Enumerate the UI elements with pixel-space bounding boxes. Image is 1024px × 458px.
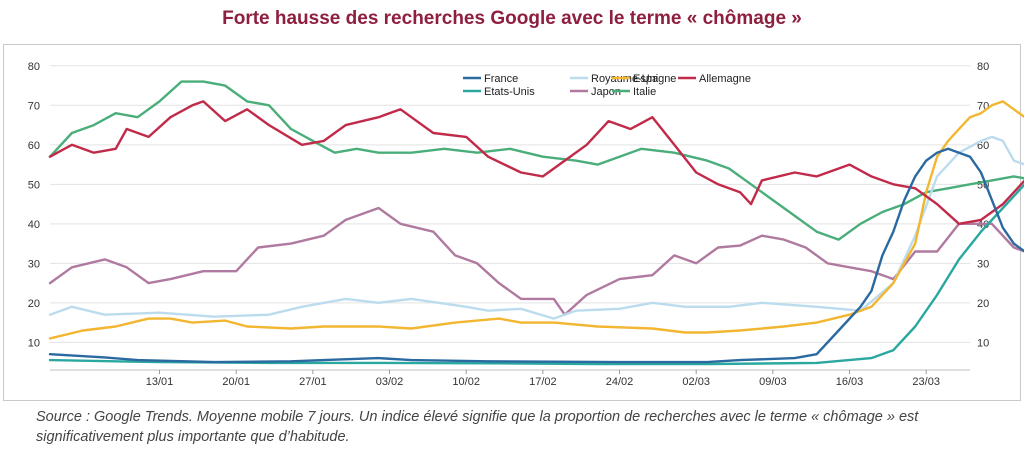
series-line-espagne bbox=[48, 100, 1024, 340]
x-tick-label: 10/02 bbox=[452, 376, 480, 388]
series-line-japon bbox=[48, 206, 1024, 316]
x-tick-label: 13/01 bbox=[146, 376, 174, 388]
y-axis-left: 10 20 30 40 50 60 70 80 bbox=[28, 61, 40, 350]
series-line-etats-unis bbox=[48, 183, 1024, 366]
legend-label: Japon bbox=[591, 86, 621, 98]
x-tick-label: 20/01 bbox=[222, 376, 250, 388]
x-axis: 13/01 20/01 27/01 03/02 10/02 17/02 24/02 02/03… bbox=[50, 369, 970, 388]
y-tick-label-right: 80 bbox=[977, 61, 989, 73]
y-tick-label-right: 30 bbox=[977, 258, 989, 270]
legend-label: Etats-Unis bbox=[484, 86, 535, 98]
legend: FranceRoyaume-UniEspagneAllemagneEtats-U… bbox=[463, 73, 751, 98]
series-line-royaume-uni bbox=[48, 135, 1024, 320]
y-tick-label-left: 50 bbox=[28, 179, 40, 191]
x-tick-label: 09/03 bbox=[759, 376, 787, 388]
chart-title: Forte hausse des recherches Google avec … bbox=[222, 8, 802, 29]
x-tick-label: 16/03 bbox=[836, 376, 864, 388]
x-tick-label: 24/02 bbox=[606, 376, 634, 388]
y-tick-label-left: 20 bbox=[28, 298, 40, 310]
y-tick-label-left: 40 bbox=[28, 219, 40, 231]
y-tick-label-left: 80 bbox=[28, 61, 40, 73]
y-tick-label-left: 10 bbox=[28, 337, 40, 349]
series-line-france bbox=[48, 147, 1024, 364]
x-tick-label: 23/03 bbox=[912, 376, 940, 388]
y-tick-label-left: 30 bbox=[28, 258, 40, 270]
x-tick-label: 27/01 bbox=[299, 376, 327, 388]
y-tick-label-left: 60 bbox=[28, 140, 40, 152]
legend-label: Espagne bbox=[633, 73, 676, 85]
legend-label: Italie bbox=[633, 86, 656, 98]
y-tick-label-left: 70 bbox=[28, 100, 40, 112]
legend-label: Allemagne bbox=[699, 73, 751, 85]
series-lines bbox=[48, 80, 1024, 366]
x-tick-label: 17/02 bbox=[529, 376, 557, 388]
source-note: Source : Google Trends. Moyenne mobile 7… bbox=[36, 409, 919, 445]
y-tick-label-right: 20 bbox=[977, 298, 989, 310]
legend-label: France bbox=[484, 73, 518, 85]
grid bbox=[50, 65, 970, 343]
chart-frame bbox=[3, 44, 1021, 401]
chart: 10 20 30 40 50 60 70 80 10 20 30 40 50 60 70 80 13/01 2… bbox=[28, 61, 1024, 388]
y-tick-label-right: 10 bbox=[977, 337, 989, 349]
x-tick-label: 03/02 bbox=[376, 376, 404, 388]
series-line-italie bbox=[48, 80, 1024, 241]
y-tick-label-right: 60 bbox=[977, 140, 989, 152]
series-line-allemagne bbox=[48, 100, 1024, 225]
x-tick-label: 02/03 bbox=[682, 376, 710, 388]
